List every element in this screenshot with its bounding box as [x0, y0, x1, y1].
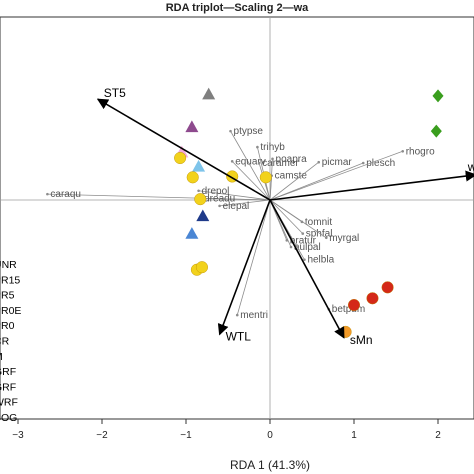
species-label-poapra: poapra [276, 154, 308, 165]
species-label-mentri: mentri [240, 310, 268, 321]
species-label-betpum: betpum [332, 304, 365, 315]
env-vector-st5 [96, 98, 271, 201]
site-circle-16 [381, 281, 394, 294]
env-label-w: w [467, 160, 474, 174]
legend-entry-cr: CR [0, 336, 10, 348]
site-circle-13 [259, 171, 272, 184]
species-tip-caraqu [46, 192, 49, 196]
env-vector-w [269, 170, 474, 201]
species-tip-equarv [230, 160, 234, 163]
species-label-myrgal: myrgal [329, 233, 359, 244]
species-label-aulpal: aulpal [294, 242, 321, 253]
env-vector-wtl [217, 199, 271, 336]
species-vector-plesch [269, 162, 364, 201]
species-label-picmar: picmar [322, 157, 353, 168]
species-tip-trihyb [256, 145, 259, 149]
env-label-st5: ST5 [104, 86, 126, 100]
site-triangle-1 [202, 87, 216, 100]
species-tip-elepal [218, 204, 221, 208]
site-triangle-6 [185, 227, 199, 239]
species-label-bratur: bratur [290, 235, 317, 246]
species-label-tomnit: tomnit [305, 217, 332, 228]
species-vector-elepal [219, 199, 271, 207]
species-vector-myrgal [269, 199, 327, 239]
species-tip-picmar [317, 160, 321, 164]
species-label-caraqu: caraqu [50, 189, 81, 200]
species-label-drepol: drepol [202, 186, 230, 197]
legend-entry-wrf: WRF [0, 397, 18, 409]
species-vector-picmar [269, 161, 319, 201]
legend-entry-pr5: PR5 [0, 290, 15, 302]
legend-entry-m: M [0, 351, 3, 363]
species-label-helbla: helbla [307, 255, 334, 266]
species-vector-ptypse [230, 130, 271, 201]
site-circle-15 [195, 261, 208, 274]
species-label-sphfal: sphfal [306, 229, 333, 240]
site-triangle-4 [192, 159, 206, 172]
legend: UNR PR15 PR5 PR0E PR0 CR M GRF GRF WRF BOG [0, 259, 21, 424]
species-vector-camste [269, 175, 273, 201]
x-tick-label: −1 [180, 430, 192, 441]
site-circle-10 [186, 171, 199, 184]
species-tip-aulpal [289, 245, 293, 249]
x-tick-label: 1 [351, 430, 357, 441]
species-vector-equarv [231, 161, 271, 201]
env-label-wtl: WTL [226, 329, 252, 343]
legend-entry-grf: GRF [0, 381, 16, 393]
species-tip-mentri [235, 313, 239, 317]
env-vector-smn [269, 199, 345, 339]
species-tip-plesch [361, 161, 365, 165]
site-circle-17 [366, 292, 379, 305]
species-label-dreadu: dreadu [204, 193, 235, 204]
site-circle-11 [194, 193, 207, 206]
species-label-elepal: elepal [223, 201, 250, 212]
site-triangle-5 [196, 209, 210, 222]
species-label-plesch: plesch [366, 158, 395, 169]
env-label-smn: sMn [350, 333, 373, 347]
species-tip-drepol [197, 189, 200, 193]
legend-entry-pr0: PR0 [0, 320, 15, 332]
site-triangle-2 [185, 120, 199, 133]
species-label-camste: camste [275, 171, 308, 182]
species-vector-sphfal [269, 199, 304, 234]
site-diamond-8 [430, 124, 442, 138]
species-label-caramer: caramer [262, 158, 299, 169]
species-tip-rhogro [401, 149, 405, 153]
species-label-trihyb: trihyb [260, 142, 285, 153]
sites-layer [174, 87, 444, 338]
plot-frame [0, 16, 474, 420]
x-axis-ticks: −3 −2 −1 0 1 2 [12, 419, 441, 441]
x-tick-label: 0 [267, 430, 273, 441]
x-tick-label: −3 [12, 430, 24, 441]
legend-entry-unr: UNR [0, 259, 17, 271]
legend-entry-grf: GRF [0, 366, 16, 378]
species-tip-caramer [257, 161, 261, 165]
species-label-rhogro: rhogro [406, 146, 435, 157]
x-axis-label: RDA 1 (41.3%) [230, 458, 310, 472]
species-label-ptypse: ptypse [234, 126, 264, 137]
legend-entry-pr0e: PR0E [0, 305, 21, 317]
legend-entry-pr15: PR15 [0, 274, 20, 286]
species-tip-myrgal [324, 236, 328, 240]
chart-title: RDA triplot—Scaling 2—wa [166, 2, 309, 14]
species-tip-ptypse [229, 129, 232, 133]
species-label-equarv: equarv [235, 156, 266, 167]
site-diamond-7 [432, 89, 444, 103]
species-tip-helbla [303, 258, 306, 261]
environment-vectors: ST5 w WTL sMn [96, 86, 474, 347]
species-vector-drepol [198, 190, 271, 201]
species-tip-poapra [271, 157, 274, 161]
x-tick-label: −2 [96, 430, 108, 441]
x-tick-label: 2 [435, 430, 441, 441]
legend-entry-bog: BOG [0, 412, 17, 424]
species-tip-sphfal [301, 232, 305, 235]
species-vector-rhogro [269, 150, 403, 201]
site-circle-18 [348, 299, 361, 312]
species-vector-dreadu [201, 197, 271, 201]
site-circle-9 [174, 151, 187, 164]
species-vector-mentri [236, 199, 271, 316]
